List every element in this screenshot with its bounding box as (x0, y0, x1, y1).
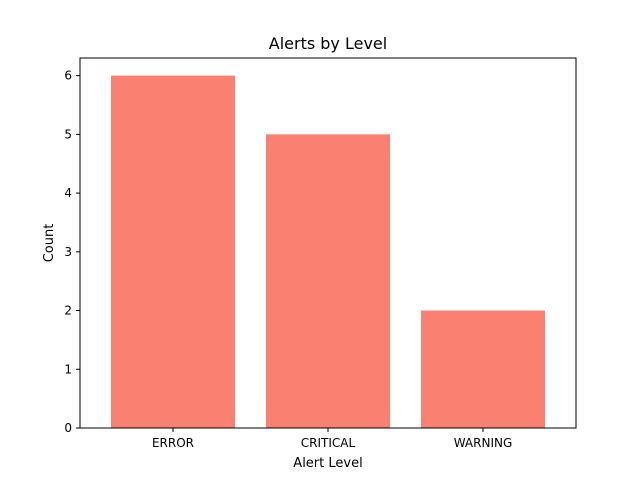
y-tick-label: 4 (64, 186, 72, 200)
plot-area (111, 75, 545, 428)
y-tick-label: 1 (64, 362, 72, 376)
y-tick-label: 0 (64, 421, 72, 435)
y-tick-label: 2 (64, 304, 72, 318)
x-tick-label: CRITICAL (301, 436, 356, 450)
bar-critical (266, 134, 390, 428)
y-tick-label: 6 (64, 69, 72, 83)
bar-error (111, 75, 235, 428)
y-axis-label: Count (42, 224, 57, 263)
x-tick-label: WARNING (454, 436, 513, 450)
y-axis: 0 1 2 3 4 5 6 (64, 69, 80, 435)
x-tick-label: ERROR (152, 436, 194, 450)
chart-title: Alerts by Level (269, 34, 387, 53)
y-tick-label: 5 (64, 127, 72, 141)
bar-warning (421, 310, 545, 428)
y-tick-label: 3 (64, 245, 72, 259)
x-axis-label: Alert Level (293, 456, 362, 471)
x-axis: ERROR CRITICAL WARNING (152, 428, 512, 450)
